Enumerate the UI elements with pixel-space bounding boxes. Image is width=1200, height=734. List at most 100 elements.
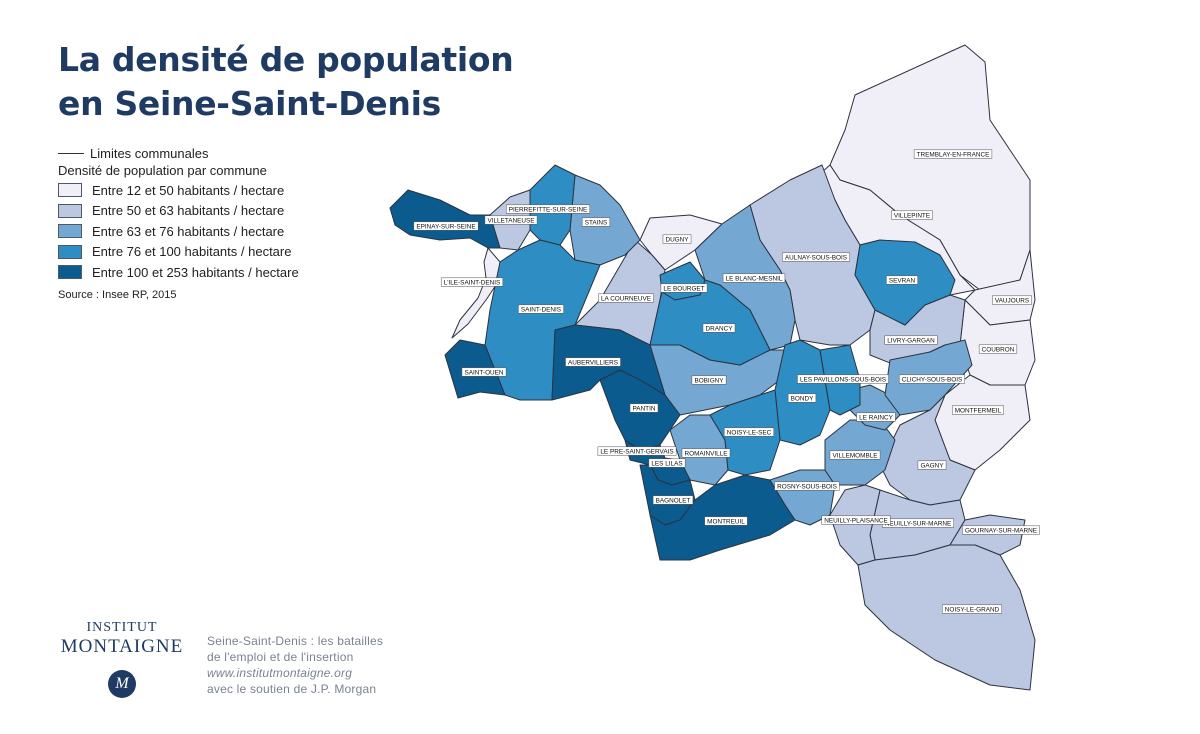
commune-label-box: [506, 204, 590, 214]
commune-label-text: COUBRON: [982, 346, 1015, 353]
commune-label-box: [884, 335, 938, 345]
commune-label-box: [629, 403, 659, 413]
commune-label: GOURNAY-SUR-MARNE: [962, 525, 1040, 535]
commune-label-box: [886, 275, 918, 285]
commune-label-text: LA COURNEUVE: [601, 295, 651, 302]
commune-label-text: VAUJOURS: [995, 297, 1029, 304]
commune-label-box: [691, 375, 727, 385]
legend-item: Entre 76 et 100 habitants / hectare: [58, 242, 358, 263]
commune-label: SAINT-DENIS: [518, 304, 564, 314]
commune-label-text: ROSNY-SOUS-BOIS: [777, 483, 837, 490]
commune-label: BONDY: [787, 393, 817, 403]
commune-label-text: DUGNY: [665, 236, 689, 243]
commune-label-box: [484, 215, 538, 225]
commune-label-box: [413, 221, 479, 231]
commune-label-box: [704, 516, 748, 526]
legend-item: Entre 63 et 76 habitants / hectare: [58, 221, 358, 242]
commune-label-box: [518, 304, 564, 314]
commune-neuilly-plaisance: [829, 484, 881, 566]
commune-label: NEUILLY-PLAISANCE: [821, 515, 891, 525]
commune-label-text: BOBIGNY: [694, 377, 724, 384]
commune-label-box: [581, 217, 611, 227]
credits-line2: de l'emploi et de l'insertion: [207, 650, 354, 664]
commune-label-text: VILLEMOMBLE: [832, 452, 877, 459]
commune-label: VILLEMOMBLE: [829, 450, 881, 460]
commune-label: VAUJOURS: [992, 295, 1032, 305]
commune-label: BAGNOLET: [652, 495, 694, 505]
labels-layer: TREMBLAY-EN-FRANCE VILLEPINTE VAUJOURS COUB…: [413, 149, 1040, 614]
commune-noisy-le-grand: [857, 544, 1036, 691]
commune-label-box: [899, 374, 965, 384]
commune-label-box: [787, 393, 817, 403]
commune-label-box: [598, 293, 654, 303]
commune-label-box: [942, 604, 1002, 614]
commune-label-box: [565, 357, 621, 367]
commune-label-box: [782, 252, 850, 262]
commune-label: DUGNY: [662, 234, 692, 244]
commune-label-box: [951, 405, 1005, 415]
legend-item: Entre 100 et 253 habitants / hectare: [58, 262, 358, 283]
commune-label-box: [702, 323, 736, 333]
legend-item-label: Entre 100 et 253 habitants / hectare: [92, 264, 299, 280]
legend-source: Source : Insee RP, 2015: [58, 288, 177, 301]
commune-label-text: ROMAINVILLE: [685, 450, 728, 457]
commune-label: BOBIGNY: [691, 375, 727, 385]
commune-label: PANTIN: [629, 403, 659, 413]
commune-label: LE RAINCY: [856, 412, 896, 422]
commune-label: LA COURNEUVE: [598, 293, 654, 303]
commune-label-text: MONTFERMEIL: [955, 407, 1002, 414]
commune-label-text: SAINT-DENIS: [521, 306, 561, 313]
legend-item-label: Entre 12 et 50 habitants / hectare: [92, 182, 285, 198]
commune-label-box: [821, 515, 891, 525]
commune-label: GAGNY: [917, 460, 947, 470]
legend-swatch: [58, 244, 82, 259]
commune-label-text: NEUILLY-PLAISANCE: [824, 517, 888, 524]
commune-label-box: [597, 446, 677, 456]
boundary-line-icon: [58, 152, 84, 154]
commune-label-box: [917, 460, 947, 470]
map-title-line1: La densité de population: [58, 40, 514, 79]
commune-label: STAINS: [581, 217, 611, 227]
legend-item-label: Entre 76 et 100 habitants / hectare: [92, 244, 292, 260]
commune-label: AULNAY-SOUS-BOIS: [782, 252, 850, 262]
commune-label: ROSNY-SOUS-BOIS: [774, 481, 840, 491]
commune-label-text: DRANCY: [706, 325, 734, 332]
commune-label-box: [913, 149, 993, 159]
commune-label: NOISY-LE-GRAND: [942, 604, 1002, 614]
commune-label-text: GAGNY: [920, 462, 944, 469]
commune-label-text: SAINT-OUEN: [464, 369, 503, 376]
commune-label-text: MONTREUIL: [707, 518, 745, 525]
legend-item-label: Entre 50 et 63 habitants / hectare: [92, 203, 285, 219]
credits-line1: Seine-Saint-Denis : les batailles: [207, 634, 384, 648]
commune-label-text: TREMBLAY-EN-FRANCE: [917, 151, 990, 158]
legend-swatch: [58, 224, 82, 239]
commune-label-box: [681, 448, 731, 458]
commune-label: LIVRY-GARGAN: [884, 335, 938, 345]
commune-label: L'ILE-SAINT-DENIS: [440, 277, 504, 287]
legend-swatch: [58, 203, 82, 218]
commune-label: SAINT-OUEN: [461, 367, 507, 377]
map-title: La densité de population en Seine-Saint-…: [58, 38, 514, 126]
commune-label-text: EPINAY-SUR-SEINE: [416, 223, 475, 230]
commune-label-text: BONDY: [791, 395, 814, 402]
credits-website-link[interactable]: www.institutmontaigne.org: [207, 666, 353, 680]
commune-label-text: LE RAINCY: [859, 414, 893, 421]
logo-line1: INSTITUT: [86, 620, 158, 635]
commune-label-text: NOISY-LE-GRAND: [945, 606, 1000, 613]
commune-label: AUBERVILLIERS: [565, 357, 621, 367]
commune-label: ROMAINVILLE: [681, 448, 731, 458]
commune-label-text: LE PRE-SAINT-GERVAIS: [600, 448, 673, 455]
commune-label: VILLETANEUSE: [484, 215, 538, 225]
commune-label-box: [722, 273, 786, 283]
legend-subtitle: Densité de population par commune: [58, 163, 267, 178]
commune-label-box: [660, 283, 708, 293]
commune-label: CLICHY-SOUS-BOIS: [899, 374, 965, 384]
credits: Seine-Saint-Denis : les batailles de l'e…: [207, 633, 383, 697]
commune-label: LE BLANC-MESNIL: [722, 273, 786, 283]
commune-label-text: STAINS: [585, 219, 608, 226]
commune-label-box: [797, 374, 889, 384]
legend: Limites communales Densité de population…: [58, 144, 358, 301]
map-title-line2: en Seine-Saint-Denis: [58, 84, 441, 123]
commune-label-box: [662, 234, 692, 244]
commune-label: NOISY-LE-SEC: [723, 427, 775, 437]
